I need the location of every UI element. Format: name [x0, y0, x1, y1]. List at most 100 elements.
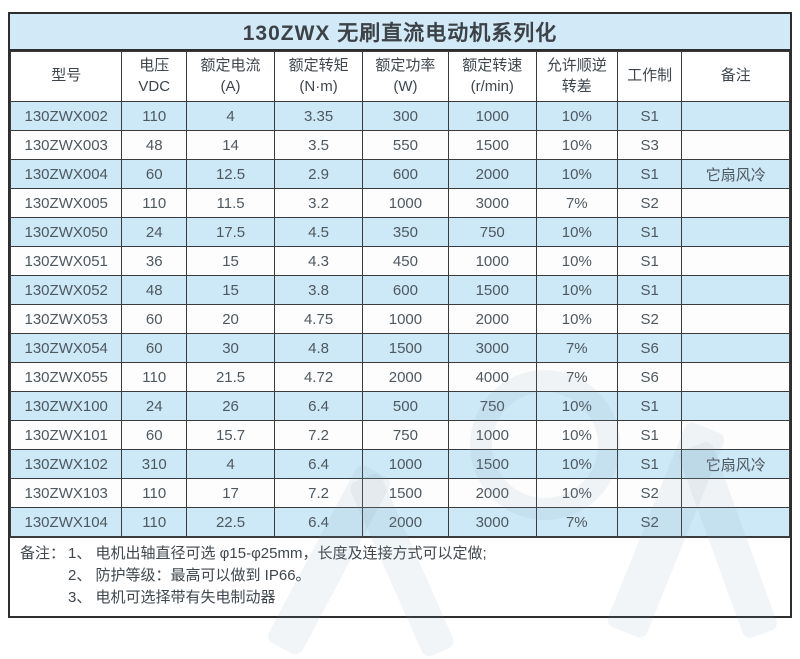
cell-duty: S2 — [616, 188, 683, 218]
column-header-remark: 备注 — [681, 51, 790, 102]
cell-torque: 7.2 — [274, 478, 364, 508]
cell-voltage: 110 — [121, 507, 188, 537]
cell-power: 550 — [362, 130, 449, 160]
cell-current: 15 — [186, 246, 276, 276]
column-header-voltage: 电压 VDC — [121, 51, 188, 102]
cell-slip: 10% — [535, 101, 618, 131]
cell-speed: 2000 — [447, 478, 537, 508]
cell-speed: 3000 — [447, 188, 537, 218]
notes-prefix: 备注： — [20, 545, 66, 562]
cell-model: 130ZWX104 — [9, 507, 123, 537]
cell-speed: 4000 — [447, 362, 537, 392]
cell-torque: 6.4 — [274, 449, 364, 479]
cell-current: 17.5 — [186, 217, 276, 247]
cell-torque: 4.72 — [274, 362, 364, 392]
cell-slip: 7% — [535, 188, 618, 218]
column-header-power: 额定功率 (W) — [362, 51, 449, 102]
cell-power: 450 — [362, 246, 449, 276]
cell-duty: S1 — [616, 246, 683, 276]
cell-voltage: 60 — [121, 304, 188, 334]
cell-current: 15 — [186, 275, 276, 305]
cell-voltage: 310 — [121, 449, 188, 479]
cell-power: 1000 — [362, 188, 449, 218]
cell-duty: S2 — [616, 478, 683, 508]
cell-duty: S1 — [616, 449, 683, 479]
column-header-model: 型号 — [9, 51, 123, 102]
cell-power: 1500 — [362, 333, 449, 363]
table-row: 130ZWX051 36 15 4.3 450 1000 10% S1 — [9, 246, 790, 276]
cell-model: 130ZWX005 — [9, 188, 123, 218]
cell-speed: 1500 — [447, 449, 537, 479]
notes-section: 备注： 1、 电机出轴直径可选 φ15-φ25mm，长度及连接方式可以定做; 2、… — [10, 537, 790, 616]
cell-speed: 1000 — [447, 246, 537, 276]
cell-voltage: 60 — [121, 420, 188, 450]
cell-voltage: 36 — [121, 246, 188, 276]
cell-speed: 750 — [447, 391, 537, 421]
cell-remark — [681, 188, 790, 218]
cell-torque: 6.4 — [274, 391, 364, 421]
cell-remark: 它扇风冷 — [681, 159, 790, 189]
column-header-slip: 允许顺逆 转差 — [535, 51, 618, 102]
title-bar: 130ZWX 无刷直流电动机系列化 — [10, 14, 790, 51]
cell-speed: 750 — [447, 217, 537, 247]
cell-voltage: 110 — [121, 478, 188, 508]
cell-slip: 10% — [535, 275, 618, 305]
cell-speed: 3000 — [447, 507, 537, 537]
column-header-speed: 额定转速 (r/min) — [447, 51, 537, 102]
cell-duty: S1 — [616, 159, 683, 189]
cell-speed: 2000 — [447, 159, 537, 189]
cell-remark — [681, 304, 790, 334]
cell-torque: 3.8 — [274, 275, 364, 305]
cell-speed: 1500 — [447, 275, 537, 305]
cell-remark — [681, 246, 790, 276]
cell-current: 20 — [186, 304, 276, 334]
table-header: 型号 电压 VDC 额定电流 (A) 额定转矩 (N·m) 额定功率 (W) 额定转速(… — [9, 51, 790, 102]
cell-speed: 2000 — [447, 304, 537, 334]
cell-model: 130ZWX054 — [9, 333, 123, 363]
note-item: 1、 电机出轴直径可选 φ15-φ25mm，长度及连接方式可以定做; — [68, 545, 487, 562]
cell-remark: 它扇风冷 — [681, 449, 790, 479]
cell-voltage: 60 — [121, 159, 188, 189]
cell-power: 2000 — [362, 362, 449, 392]
cell-power: 750 — [362, 420, 449, 450]
cell-voltage: 110 — [121, 362, 188, 392]
cell-remark — [681, 362, 790, 392]
table-row: 130ZWX102 310 4 6.4 1000 1500 10% S1 它扇风冷 — [9, 449, 790, 479]
table-row: 130ZWX052 48 15 3.8 600 1500 10% S1 — [9, 275, 790, 305]
cell-torque: 4.3 — [274, 246, 364, 276]
cell-speed: 1000 — [447, 101, 537, 131]
table-row: 130ZWX003 48 14 3.5 550 1500 10% S3 — [9, 130, 790, 160]
cell-slip: 10% — [535, 246, 618, 276]
cell-torque: 4.75 — [274, 304, 364, 334]
note-item: 3、 电机可选择带有失电制动器 — [68, 589, 276, 606]
cell-torque: 4.8 — [274, 333, 364, 363]
column-header-torque: 额定转矩 (N·m) — [274, 51, 364, 102]
cell-voltage: 60 — [121, 333, 188, 363]
cell-duty: S1 — [616, 275, 683, 305]
cell-voltage: 48 — [121, 130, 188, 160]
cell-torque: 3.35 — [274, 101, 364, 131]
cell-power: 500 — [362, 391, 449, 421]
cell-torque: 4.5 — [274, 217, 364, 247]
table-row: 130ZWX100 24 26 6.4 500 750 10% S1 — [9, 391, 790, 421]
cell-power: 350 — [362, 217, 449, 247]
table-row: 130ZWX104 110 22.5 6.4 2000 3000 7% S2 — [9, 507, 790, 537]
cell-current: 4 — [186, 101, 276, 131]
table-row: 130ZWX055 110 21.5 4.72 2000 4000 7% S6 — [9, 362, 790, 392]
table-row: 130ZWX103 110 17 7.2 1500 2000 10% S2 — [9, 478, 790, 508]
spec-sheet: 130ZWX 无刷直流电动机系列化 型号 电压 VDC 额定电流 (A — [8, 12, 792, 618]
cell-remark — [681, 101, 790, 131]
table-row: 130ZWX004 60 12.5 2.9 600 2000 10% S1 它扇风冷 — [9, 159, 790, 189]
cell-current: 15.7 — [186, 420, 276, 450]
note-item: 2、 防护等级：最高可以做到 IP66。 — [68, 567, 311, 584]
column-header-current: 额定电流 (A) — [186, 51, 276, 102]
cell-model: 130ZWX055 — [9, 362, 123, 392]
cell-remark — [681, 130, 790, 160]
cell-model: 130ZWX100 — [9, 391, 123, 421]
cell-model: 130ZWX051 — [9, 246, 123, 276]
table-body: 130ZWX002 110 4 3.35 300 1000 10% S1 130ZWX003 48… — [9, 101, 790, 537]
cell-remark — [681, 333, 790, 363]
spec-table: 型号 电压 VDC 额定电流 (A) 额定转矩 (N·m) 额定功率 (W) 额定转速(… — [9, 51, 790, 537]
cell-current: 14 — [186, 130, 276, 160]
cell-slip: 7% — [535, 507, 618, 537]
